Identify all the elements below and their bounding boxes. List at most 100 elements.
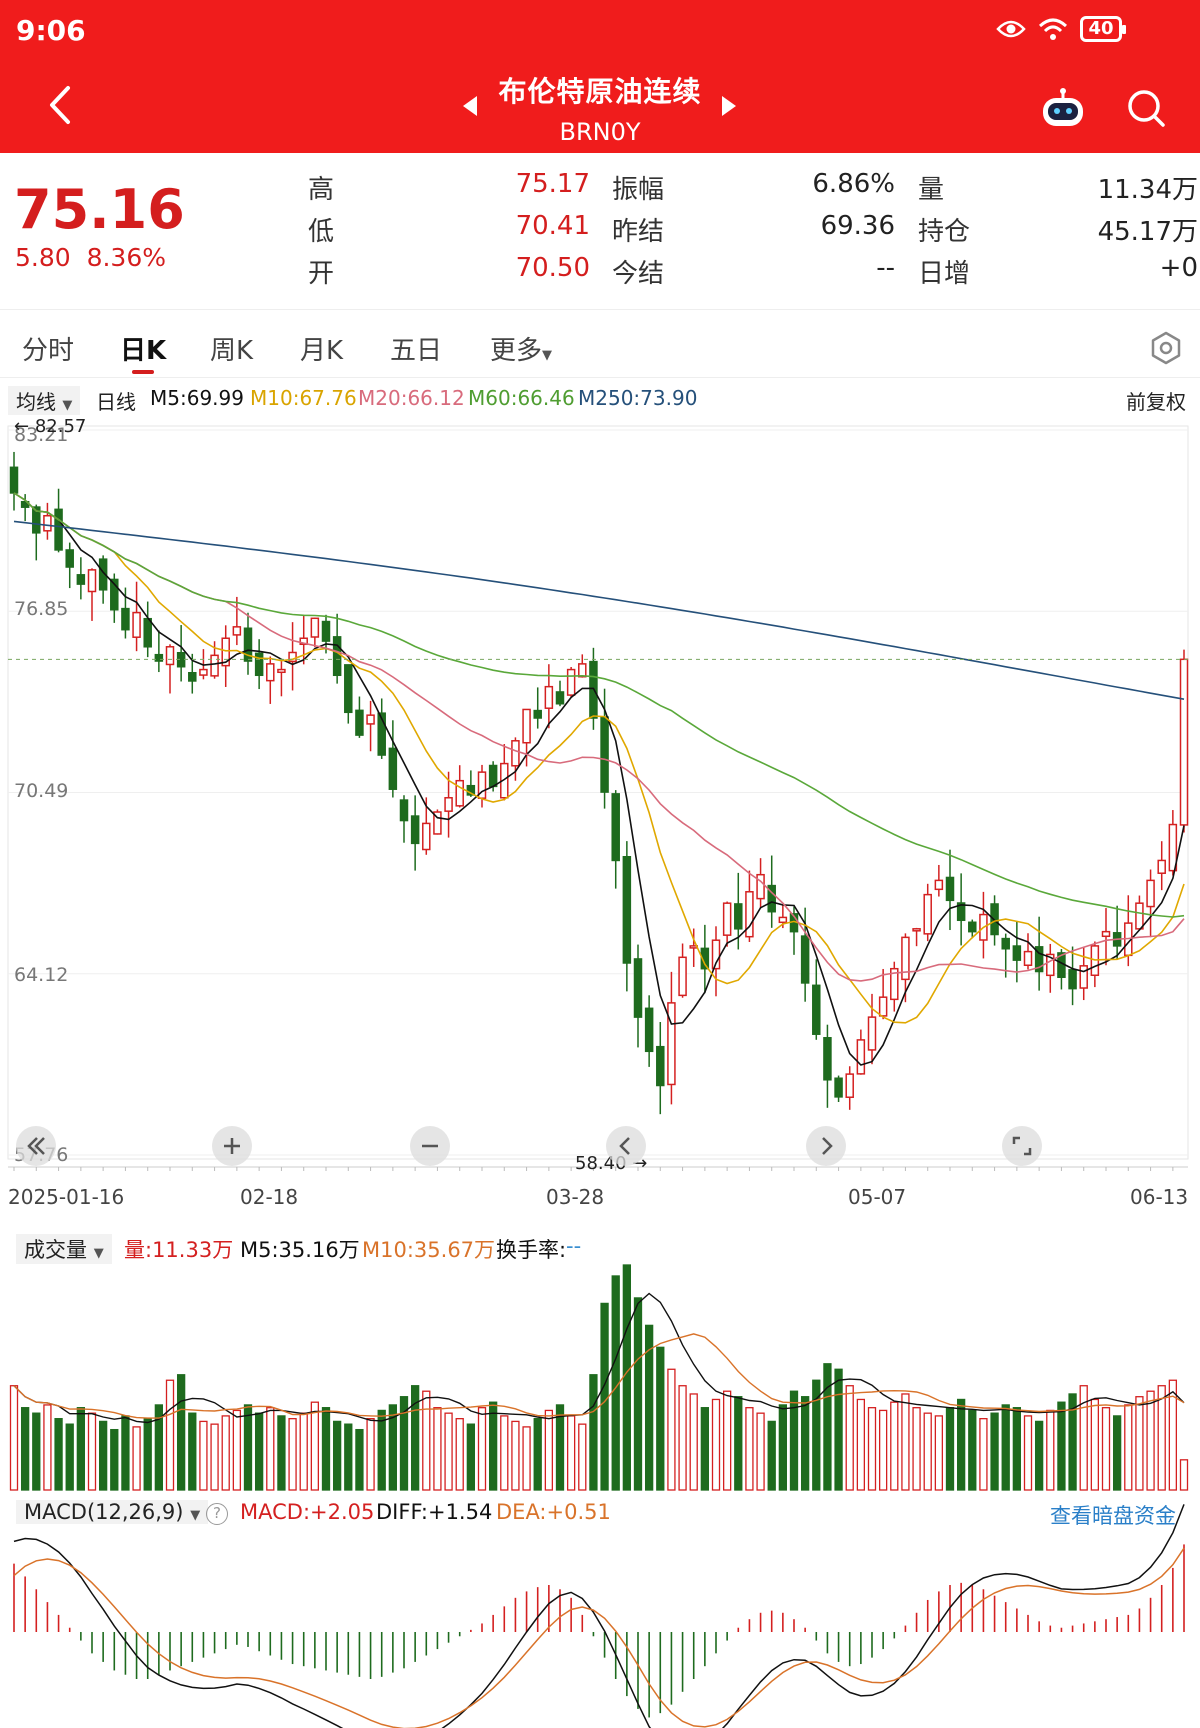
volume-bar — [1046, 1409, 1055, 1491]
max-price-marker: ← 82.57 — [14, 416, 87, 437]
volume-bar — [1090, 1398, 1100, 1491]
candle-body — [945, 876, 955, 902]
candle-body — [722, 902, 732, 936]
ma-selector[interactable]: 均线 ▼ — [8, 386, 81, 415]
candle-body — [232, 626, 242, 636]
candle-body — [968, 921, 977, 933]
tab-daily-k[interactable]: 日K — [120, 336, 167, 366]
volume-bar — [500, 1415, 509, 1491]
candle-body — [678, 956, 687, 997]
candle-body — [243, 627, 253, 662]
volume-bar — [466, 1423, 476, 1491]
candle-body — [444, 797, 453, 812]
volume-bar — [878, 1409, 888, 1491]
stat-value-low: 70.41 — [515, 211, 590, 241]
search-icon[interactable] — [1126, 88, 1166, 128]
tab-weekly-k[interactable]: 周K — [210, 336, 254, 366]
volume-bar — [867, 1407, 877, 1491]
candle-body — [266, 663, 275, 682]
ma250-value: M250:73.90 — [578, 386, 698, 410]
macd-selector[interactable]: MACD(12,26,9) ▼ — [16, 1500, 209, 1524]
volume-bar — [778, 1404, 788, 1491]
adjust-mode[interactable]: 前复权 — [1126, 390, 1186, 414]
dea-line — [13, 1547, 1185, 1728]
scroll-left-button[interactable] — [606, 1126, 646, 1166]
diff-line — [13, 1504, 1185, 1728]
candle-body — [1157, 859, 1166, 874]
help-icon[interactable]: ? — [206, 1503, 228, 1525]
volume-bar — [533, 1418, 542, 1491]
stat-label-prev-settle: 昨结 — [612, 217, 665, 247]
candle-body — [522, 708, 531, 744]
chevron-down-icon: ▼ — [62, 398, 73, 413]
active-tab-indicator — [132, 370, 154, 374]
stat-label-high: 高 — [308, 175, 335, 205]
candle-body — [210, 654, 219, 677]
candle-body — [544, 685, 554, 709]
candle-body — [410, 815, 420, 845]
volume-bar — [1157, 1385, 1166, 1491]
tab-intraday[interactable]: 分时 — [22, 336, 75, 366]
tab-more[interactable]: 更多▼ — [490, 330, 552, 367]
kline-chart-area[interactable] — [0, 410, 1200, 1728]
volume-bar — [644, 1324, 654, 1491]
candle-body — [845, 1073, 854, 1098]
zoom-in-button[interactable] — [212, 1126, 252, 1166]
ma5-value: M5:69.99 — [150, 386, 244, 410]
chevron-down-icon: ▼ — [542, 348, 553, 363]
volume-bar — [232, 1409, 242, 1491]
stat-label-low: 低 — [308, 217, 335, 247]
candle-body — [566, 668, 576, 696]
candle-body — [98, 558, 108, 591]
volume-bar — [1179, 1459, 1189, 1491]
ma-legend: 均线 ▼ 日线 M5:69.99 M10:67.76 M20:66.12 M60… — [0, 380, 1200, 420]
candle-body — [355, 709, 364, 736]
candle-body — [622, 856, 632, 964]
fullscreen-button[interactable] — [1002, 1126, 1042, 1166]
back-icon[interactable] — [44, 84, 76, 126]
stat-label-daily-increase: 日增 — [918, 259, 971, 289]
volume-bar — [455, 1418, 464, 1491]
volume-value: 量:11.33万 — [124, 1238, 234, 1262]
scroll-start-button[interactable] — [16, 1126, 56, 1166]
candle-body — [344, 664, 353, 714]
volume-bar — [511, 1420, 520, 1491]
candle-body — [76, 574, 86, 585]
candle-body — [399, 799, 409, 822]
scroll-right-button[interactable] — [806, 1126, 846, 1166]
volume-bar — [856, 1398, 866, 1491]
stat-label-open-interest: 持仓 — [918, 217, 971, 247]
next-contract-icon[interactable] — [722, 96, 736, 116]
dark-pool-link[interactable]: 查看暗盘资金 — [1050, 1504, 1176, 1528]
candle-body — [132, 611, 141, 638]
volume-bar — [1012, 1407, 1022, 1491]
volume-bar — [1135, 1396, 1144, 1491]
header-title: 布伦特原油连续 BRN0Y — [440, 70, 760, 146]
candle-body — [856, 1039, 866, 1075]
robot-assistant-icon[interactable] — [1040, 86, 1086, 128]
candle-body — [488, 764, 498, 788]
volume-bar — [355, 1428, 364, 1491]
volume-selector[interactable]: 成交量 ▼ — [16, 1234, 112, 1264]
prev-contract-icon[interactable] — [463, 96, 477, 116]
candle-body — [422, 822, 431, 851]
volume-bar — [366, 1418, 375, 1491]
candle-body — [43, 514, 52, 532]
quote-panel: 75.16 5.80 8.36% 高 75.17 振幅 6.86% 量 11.3… — [0, 153, 1200, 310]
tab-five-day[interactable]: 五日 — [390, 336, 443, 366]
volume-bar — [678, 1385, 687, 1491]
change-amount: 5.80 — [15, 243, 71, 272]
volume-ma10-line — [13, 1333, 1185, 1419]
turnover-label: 换手率: — [496, 1238, 567, 1262]
volume-bar — [410, 1385, 420, 1491]
price-label-2: 76.85 — [14, 598, 69, 620]
zoom-out-button[interactable] — [410, 1126, 450, 1166]
candle-body — [87, 569, 97, 593]
candle-body — [54, 508, 63, 551]
volume-bar — [800, 1396, 810, 1491]
candle-body — [923, 893, 932, 935]
ma250-line — [13, 520, 1185, 700]
settings-icon[interactable] — [1148, 330, 1184, 366]
volume-bar — [1079, 1385, 1088, 1491]
tab-monthly-k[interactable]: 月K — [300, 336, 344, 366]
